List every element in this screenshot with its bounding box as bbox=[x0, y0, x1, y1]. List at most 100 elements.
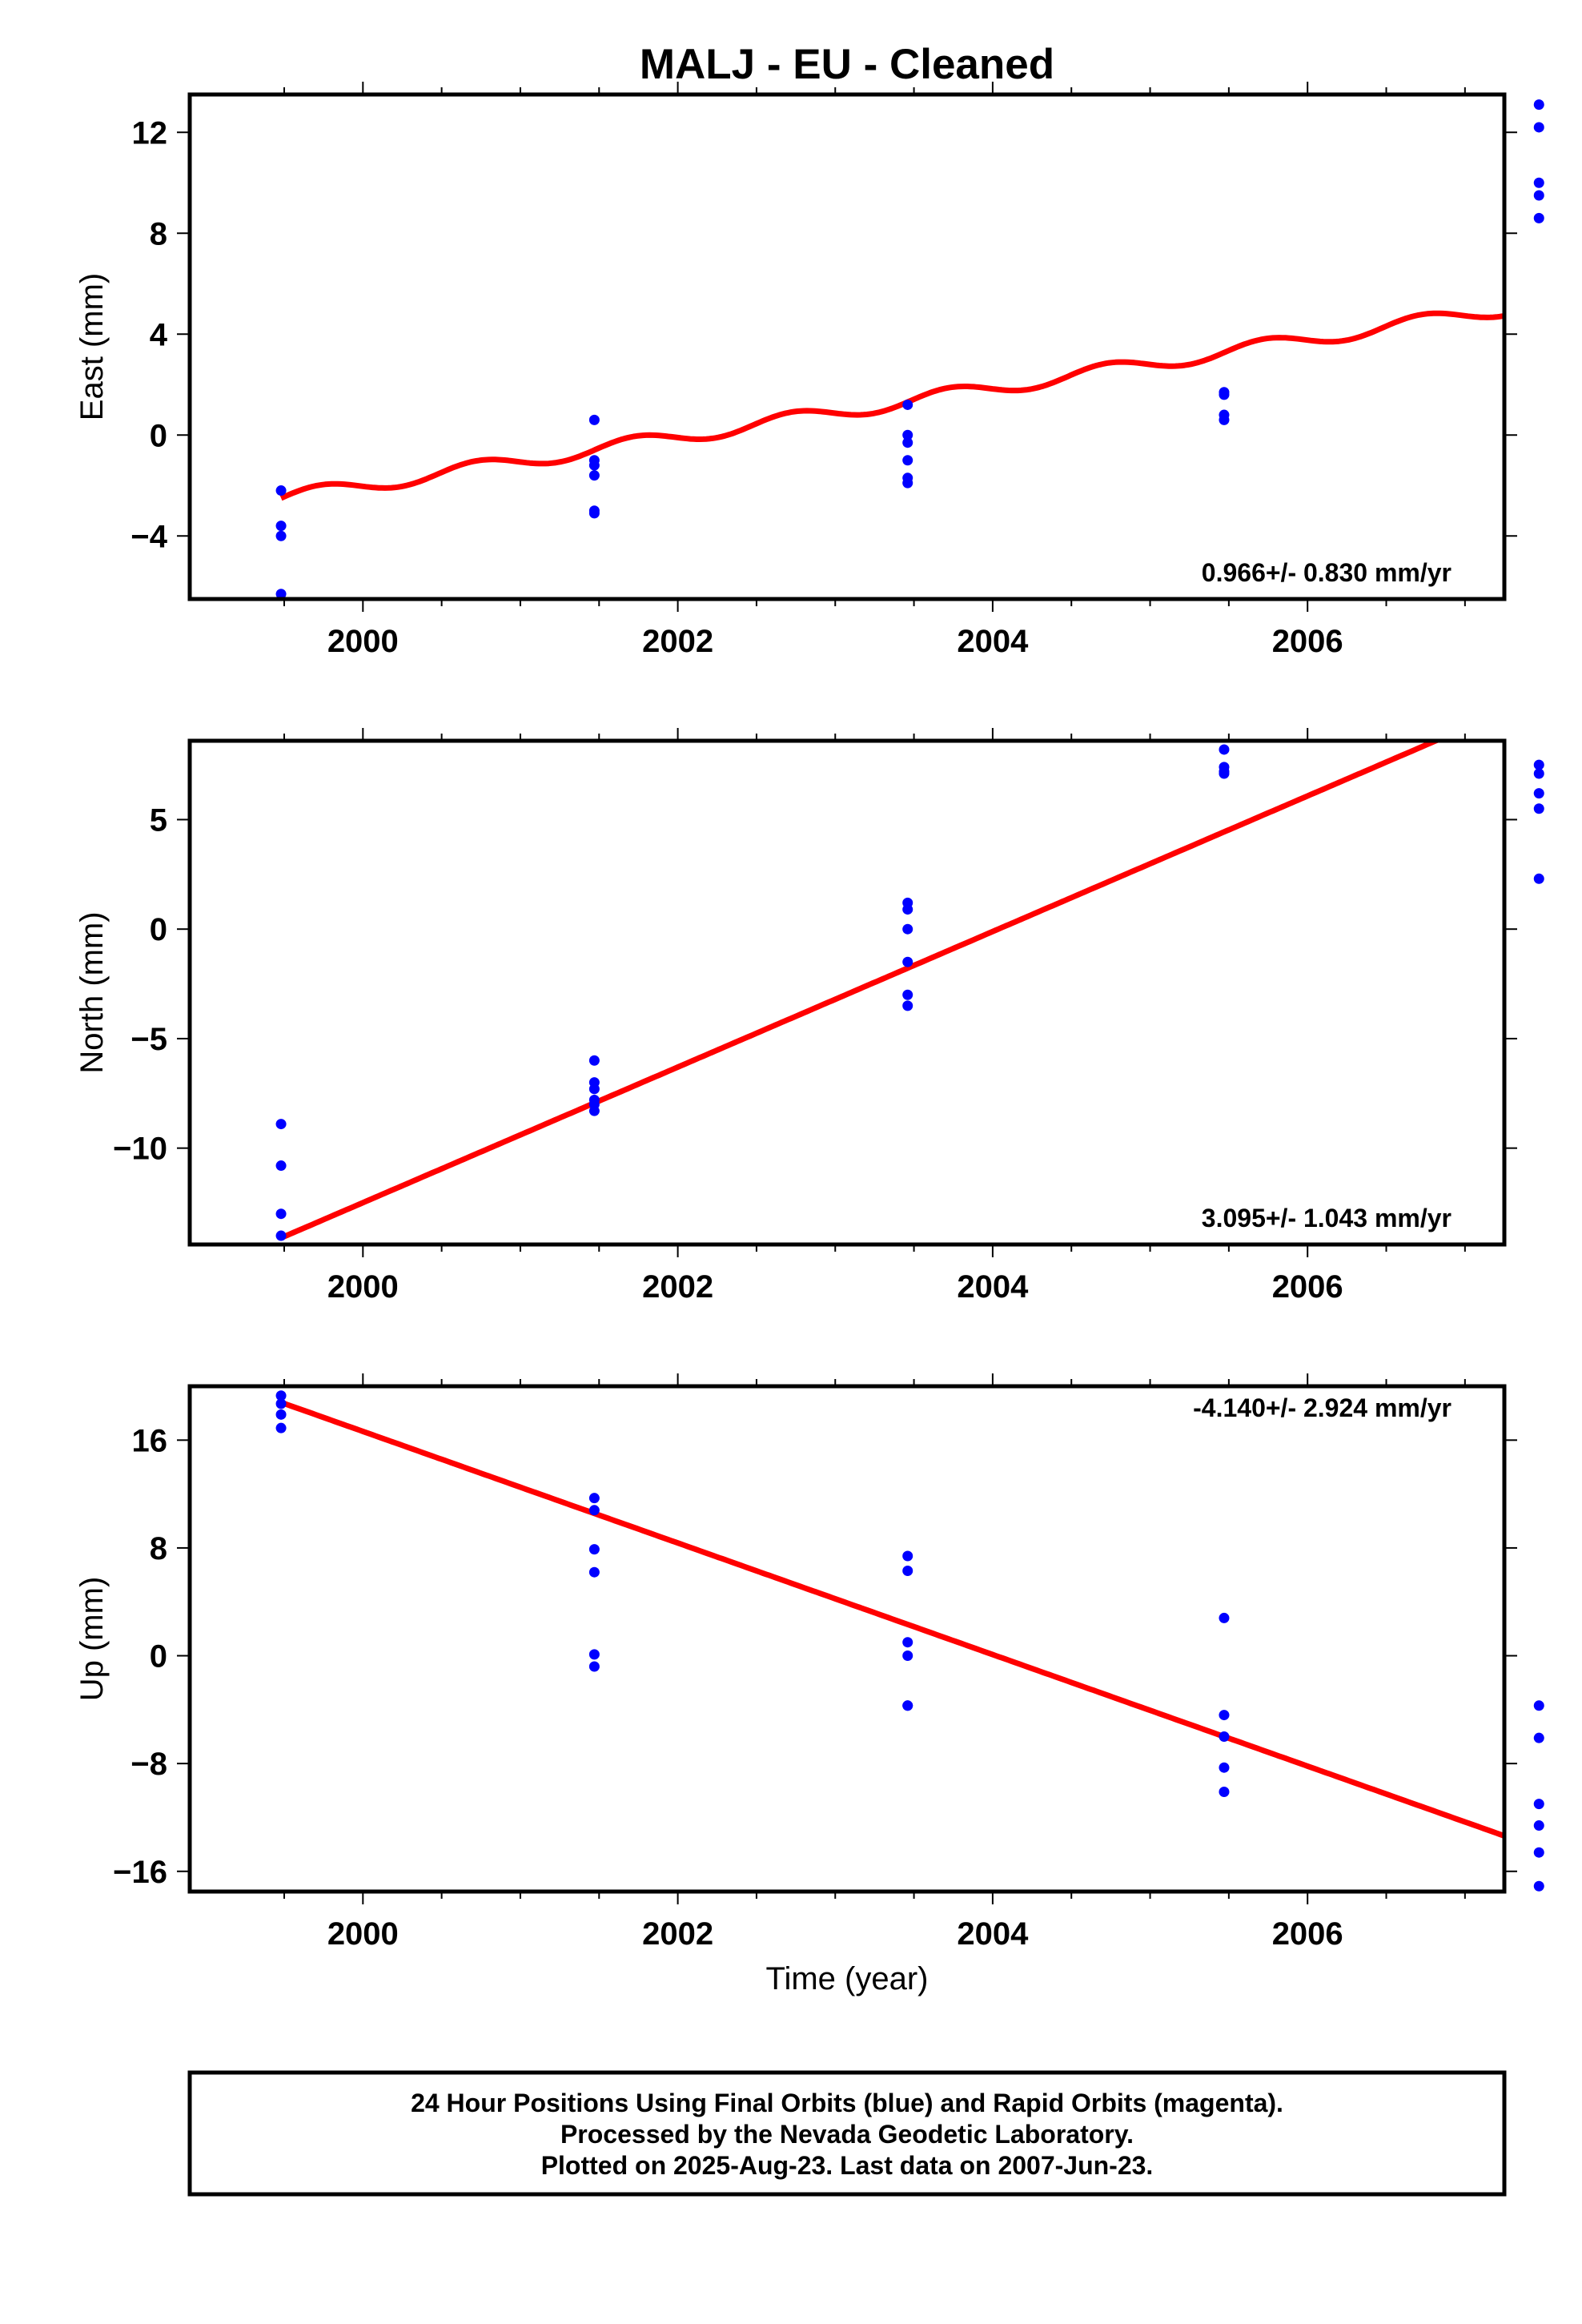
panel-1-data-point bbox=[1219, 389, 1230, 400]
panel-3-trend-line bbox=[279, 1399, 1504, 1839]
x-axis-label: Time (year) bbox=[766, 1961, 929, 1996]
panel-3-rate-label: -4.140+/- 2.924 mm/yr bbox=[1193, 1393, 1452, 1422]
panel-1-data-point bbox=[588, 460, 600, 471]
panel-3-data-point bbox=[588, 1566, 600, 1578]
panel-2-y-tick-label: 5 bbox=[150, 802, 167, 838]
panel-1-y-tick-label: −4 bbox=[130, 519, 167, 554]
panel-3-y-tick-label: −16 bbox=[113, 1855, 167, 1890]
panel-1-data-point bbox=[588, 508, 600, 519]
panel-3-data-point bbox=[275, 1390, 287, 1401]
panel-2-data-point bbox=[588, 1084, 600, 1095]
panel-1-y-tick-label: 8 bbox=[150, 216, 167, 251]
panel-1-data-point bbox=[902, 399, 913, 410]
panel-3-y-tick-label: 8 bbox=[150, 1531, 167, 1566]
panel-2-data-point bbox=[1533, 788, 1544, 799]
panel-3-data-point bbox=[1219, 1612, 1230, 1623]
panel-2: 2000 2002 2004 2006 −10 −5 0 5 North (mm) 3.095+/… bbox=[74, 728, 1544, 1305]
panel-3-y-tick-label: 16 bbox=[132, 1423, 168, 1458]
panel-2-data-point bbox=[275, 1160, 287, 1172]
panel-2-data-point bbox=[902, 904, 913, 915]
panels: 2000 2002 2004 2006 −4 0 4 8 12 East (mm) 0.966+/-… bbox=[74, 82, 1544, 1996]
panel-2-rate-label: 3.095+/- 1.043 mm/yr bbox=[1202, 1204, 1452, 1232]
panel-3-data-point bbox=[902, 1550, 913, 1562]
chart-title: MALJ - EU - Cleaned bbox=[640, 41, 1054, 88]
panel-3-data-point bbox=[588, 1505, 600, 1516]
panel-1-data-point bbox=[1219, 414, 1230, 425]
panel-1-data-point bbox=[902, 455, 913, 466]
footer-line-3: Plotted on 2025-Aug-23. Last data on 200… bbox=[541, 2151, 1154, 2180]
panel-1-data-point bbox=[1533, 99, 1544, 111]
panel-1-x-tick-label: 2004 bbox=[957, 624, 1029, 659]
panel-2-data-point bbox=[902, 923, 913, 935]
panel-1-x-tick-label: 2000 bbox=[327, 624, 399, 659]
panel-2-x-tick-label: 2006 bbox=[1272, 1269, 1343, 1305]
panel-3-data-point bbox=[588, 1661, 600, 1672]
panel-2-data-point bbox=[1533, 873, 1544, 884]
panel-2-data-point bbox=[588, 1105, 600, 1116]
panel-1-x-tick-label: 2006 bbox=[1272, 624, 1343, 659]
panel-1-data-point bbox=[588, 414, 600, 425]
panel-3-data-point bbox=[1219, 1710, 1230, 1721]
panel-3-x-tick-label: 2000 bbox=[327, 1916, 399, 1952]
panel-3-data-point bbox=[1533, 1700, 1544, 1711]
panel-2-data-point bbox=[275, 1119, 287, 1130]
panel-3-y-tick-label: 0 bbox=[150, 1639, 167, 1675]
panel-1-data-point bbox=[1533, 212, 1544, 223]
panel-1-data-point bbox=[902, 437, 913, 448]
panel-1-data-point bbox=[275, 589, 287, 600]
panel-2-x-tick-label: 2004 bbox=[957, 1269, 1029, 1305]
panel-1-data-point bbox=[275, 485, 287, 497]
panel-3-y-axis-label: Up (mm) bbox=[74, 1577, 110, 1702]
panel-2-data-point bbox=[902, 956, 913, 967]
panel-1: 2000 2002 2004 2006 −4 0 4 8 12 East (mm) 0.966+/-… bbox=[74, 82, 1544, 659]
panel-2-y-tick-label: −10 bbox=[113, 1132, 167, 1167]
panel-3-data-point bbox=[1533, 1820, 1544, 1831]
footer-line-1: 24 Hour Positions Using Final Orbits (bl… bbox=[411, 2089, 1283, 2117]
panel-2-data-point bbox=[902, 989, 913, 1000]
panel-3-data-point bbox=[588, 1544, 600, 1555]
panel-1-y-tick-label: 4 bbox=[150, 317, 168, 352]
panel-3-data-point bbox=[588, 1649, 600, 1660]
footer-box bbox=[187, 2070, 1507, 2197]
panel-1-data-point bbox=[1533, 190, 1544, 201]
panel-1-x-tick-label: 2002 bbox=[642, 624, 713, 659]
footer-line-2: Processed by the Nevada Geodetic Laborat… bbox=[560, 2120, 1134, 2149]
panel-3-data-point bbox=[275, 1398, 287, 1409]
panel-1-data-point bbox=[1533, 177, 1544, 188]
panel-2-data-point bbox=[588, 1055, 600, 1066]
panel-3-plot-frame bbox=[187, 1384, 1507, 1894]
panel-3-y-tick-label: −8 bbox=[130, 1747, 167, 1782]
panel-2-data-point bbox=[1219, 768, 1230, 779]
panel-3-x-tick-label: 2006 bbox=[1272, 1916, 1343, 1952]
panel-1-y-tick-label: 0 bbox=[150, 418, 167, 453]
panel-3-x-tick-label: 2002 bbox=[642, 1916, 713, 1952]
panel-1-plot-frame bbox=[187, 92, 1507, 601]
panel-2-plot-frame bbox=[187, 738, 1507, 1247]
panel-1-y-tick-label: 12 bbox=[132, 115, 168, 151]
panel-2-data-point bbox=[1533, 768, 1544, 779]
panel-1-data-point bbox=[1533, 122, 1544, 133]
panel-2-y-axis-label: North (mm) bbox=[74, 911, 110, 1073]
panel-2-data-point bbox=[275, 1230, 287, 1241]
panel-2-data-point bbox=[902, 1000, 913, 1011]
panel-2-data-point bbox=[1219, 744, 1230, 755]
panel-3-data-point bbox=[902, 1637, 913, 1648]
panel-2-y-tick-label: 0 bbox=[150, 912, 167, 947]
panel-3-data-point bbox=[1533, 1799, 1544, 1810]
panel-3-data-point bbox=[1219, 1762, 1230, 1773]
panel-2-x-tick-label: 2000 bbox=[327, 1269, 399, 1305]
panel-3-data-point bbox=[1533, 1847, 1544, 1858]
panel-2-y-tick-label: −5 bbox=[130, 1022, 167, 1057]
panel-3-data-point bbox=[902, 1700, 913, 1711]
panel-3-data-point bbox=[1219, 1786, 1230, 1797]
panel-3-data-point bbox=[588, 1493, 600, 1504]
panel-3: 2000 2002 2004 2006 −16 −8 0 8 16 Up (mm) -4.140+/… bbox=[74, 1373, 1544, 1952]
panel-2-x-tick-label: 2002 bbox=[642, 1269, 713, 1305]
panel-3-data-point bbox=[902, 1651, 913, 1662]
panel-1-y-axis-label: East (mm) bbox=[74, 273, 110, 420]
panel-1-data-point bbox=[275, 530, 287, 541]
panel-3-data-point bbox=[1533, 1732, 1544, 1743]
panel-3-data-point bbox=[902, 1566, 913, 1577]
panel-3-data-point bbox=[1219, 1731, 1230, 1742]
